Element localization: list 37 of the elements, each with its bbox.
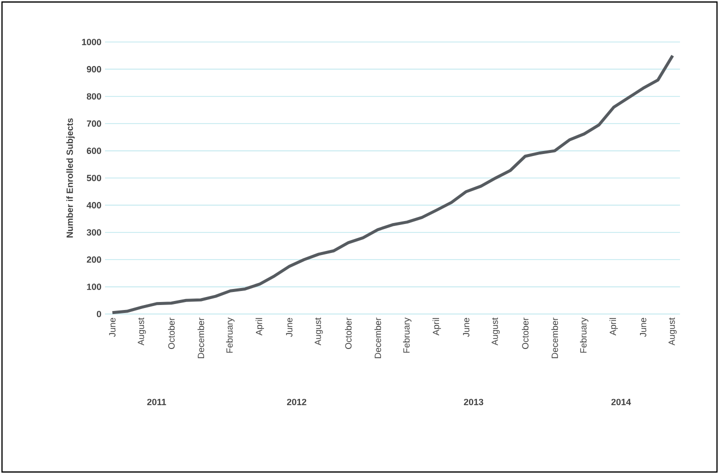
x-tick-label: February xyxy=(580,318,588,353)
x-tick-label: February xyxy=(226,318,234,353)
x-tick-label: April xyxy=(432,318,441,336)
y-tick-label: 900 xyxy=(86,66,102,72)
line-series xyxy=(110,54,674,314)
x-tick-label: April xyxy=(609,318,618,336)
y-tick-label: 100 xyxy=(87,284,102,290)
text: 2011 xyxy=(147,398,166,406)
x-tick-label: August xyxy=(138,318,146,346)
x-tick-label: June xyxy=(286,318,292,337)
y-tick-label: 1000 xyxy=(82,38,102,46)
x-tick-label: October xyxy=(344,318,352,349)
x-tick-label: December xyxy=(551,318,558,358)
y-axis-title: Number if Enrolled Subjects xyxy=(66,118,75,238)
x-tick-label: August xyxy=(668,318,677,346)
x-tick-label: August xyxy=(314,318,323,346)
x-tick-label: June xyxy=(109,318,116,337)
y-tick-label: 300 xyxy=(86,229,102,236)
y-tick-label: 600 xyxy=(86,148,102,154)
y-tick-label: 700 xyxy=(86,120,102,127)
x-tick-label: June xyxy=(463,318,470,337)
x-tick-label: August xyxy=(492,318,500,346)
y-tick-label: 800 xyxy=(86,93,102,100)
x-tick-label: April xyxy=(256,318,264,336)
x-tick-label: December xyxy=(198,318,204,358)
x-tick-label: October xyxy=(522,318,528,349)
x-tick-label: June xyxy=(640,318,646,337)
y-tick-label: 200 xyxy=(86,256,102,263)
text: 2012 xyxy=(287,398,306,406)
y-tick-label: 400 xyxy=(86,202,102,208)
x-tick-label: February xyxy=(403,318,412,353)
x-tick-label: October xyxy=(168,318,175,349)
y-tick-label: 0 xyxy=(96,310,102,318)
y-tick-label: 500 xyxy=(86,174,102,182)
text: 2013 xyxy=(464,398,484,406)
x-tick-label: December xyxy=(374,318,382,358)
text: 2014 xyxy=(611,398,631,406)
